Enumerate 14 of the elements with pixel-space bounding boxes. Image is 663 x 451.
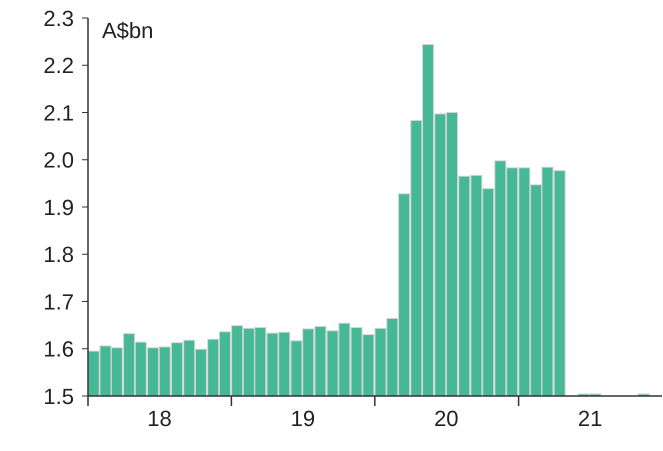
y-tick-label: 1.9	[43, 194, 74, 220]
x-tick-label: 21	[578, 406, 602, 431]
x-tick-label: 19	[290, 406, 316, 431]
y-tick-label: 1.5	[43, 384, 74, 409]
y-tick-label: 2.2	[43, 53, 74, 78]
y-tick-label: 1.6	[43, 336, 74, 362]
x-tick-label: 20	[434, 406, 459, 431]
x-tick-label: 18	[147, 406, 172, 431]
y-axis-title: A$bn	[102, 18, 154, 43]
y-tick-label: 1.7	[43, 289, 74, 314]
y-tick-label: 1.8	[43, 242, 74, 268]
y-tick-label: 2.3	[43, 6, 74, 31]
y-tick-label: 2.1	[43, 100, 74, 126]
y-tick-label: 2.0	[43, 148, 74, 173]
